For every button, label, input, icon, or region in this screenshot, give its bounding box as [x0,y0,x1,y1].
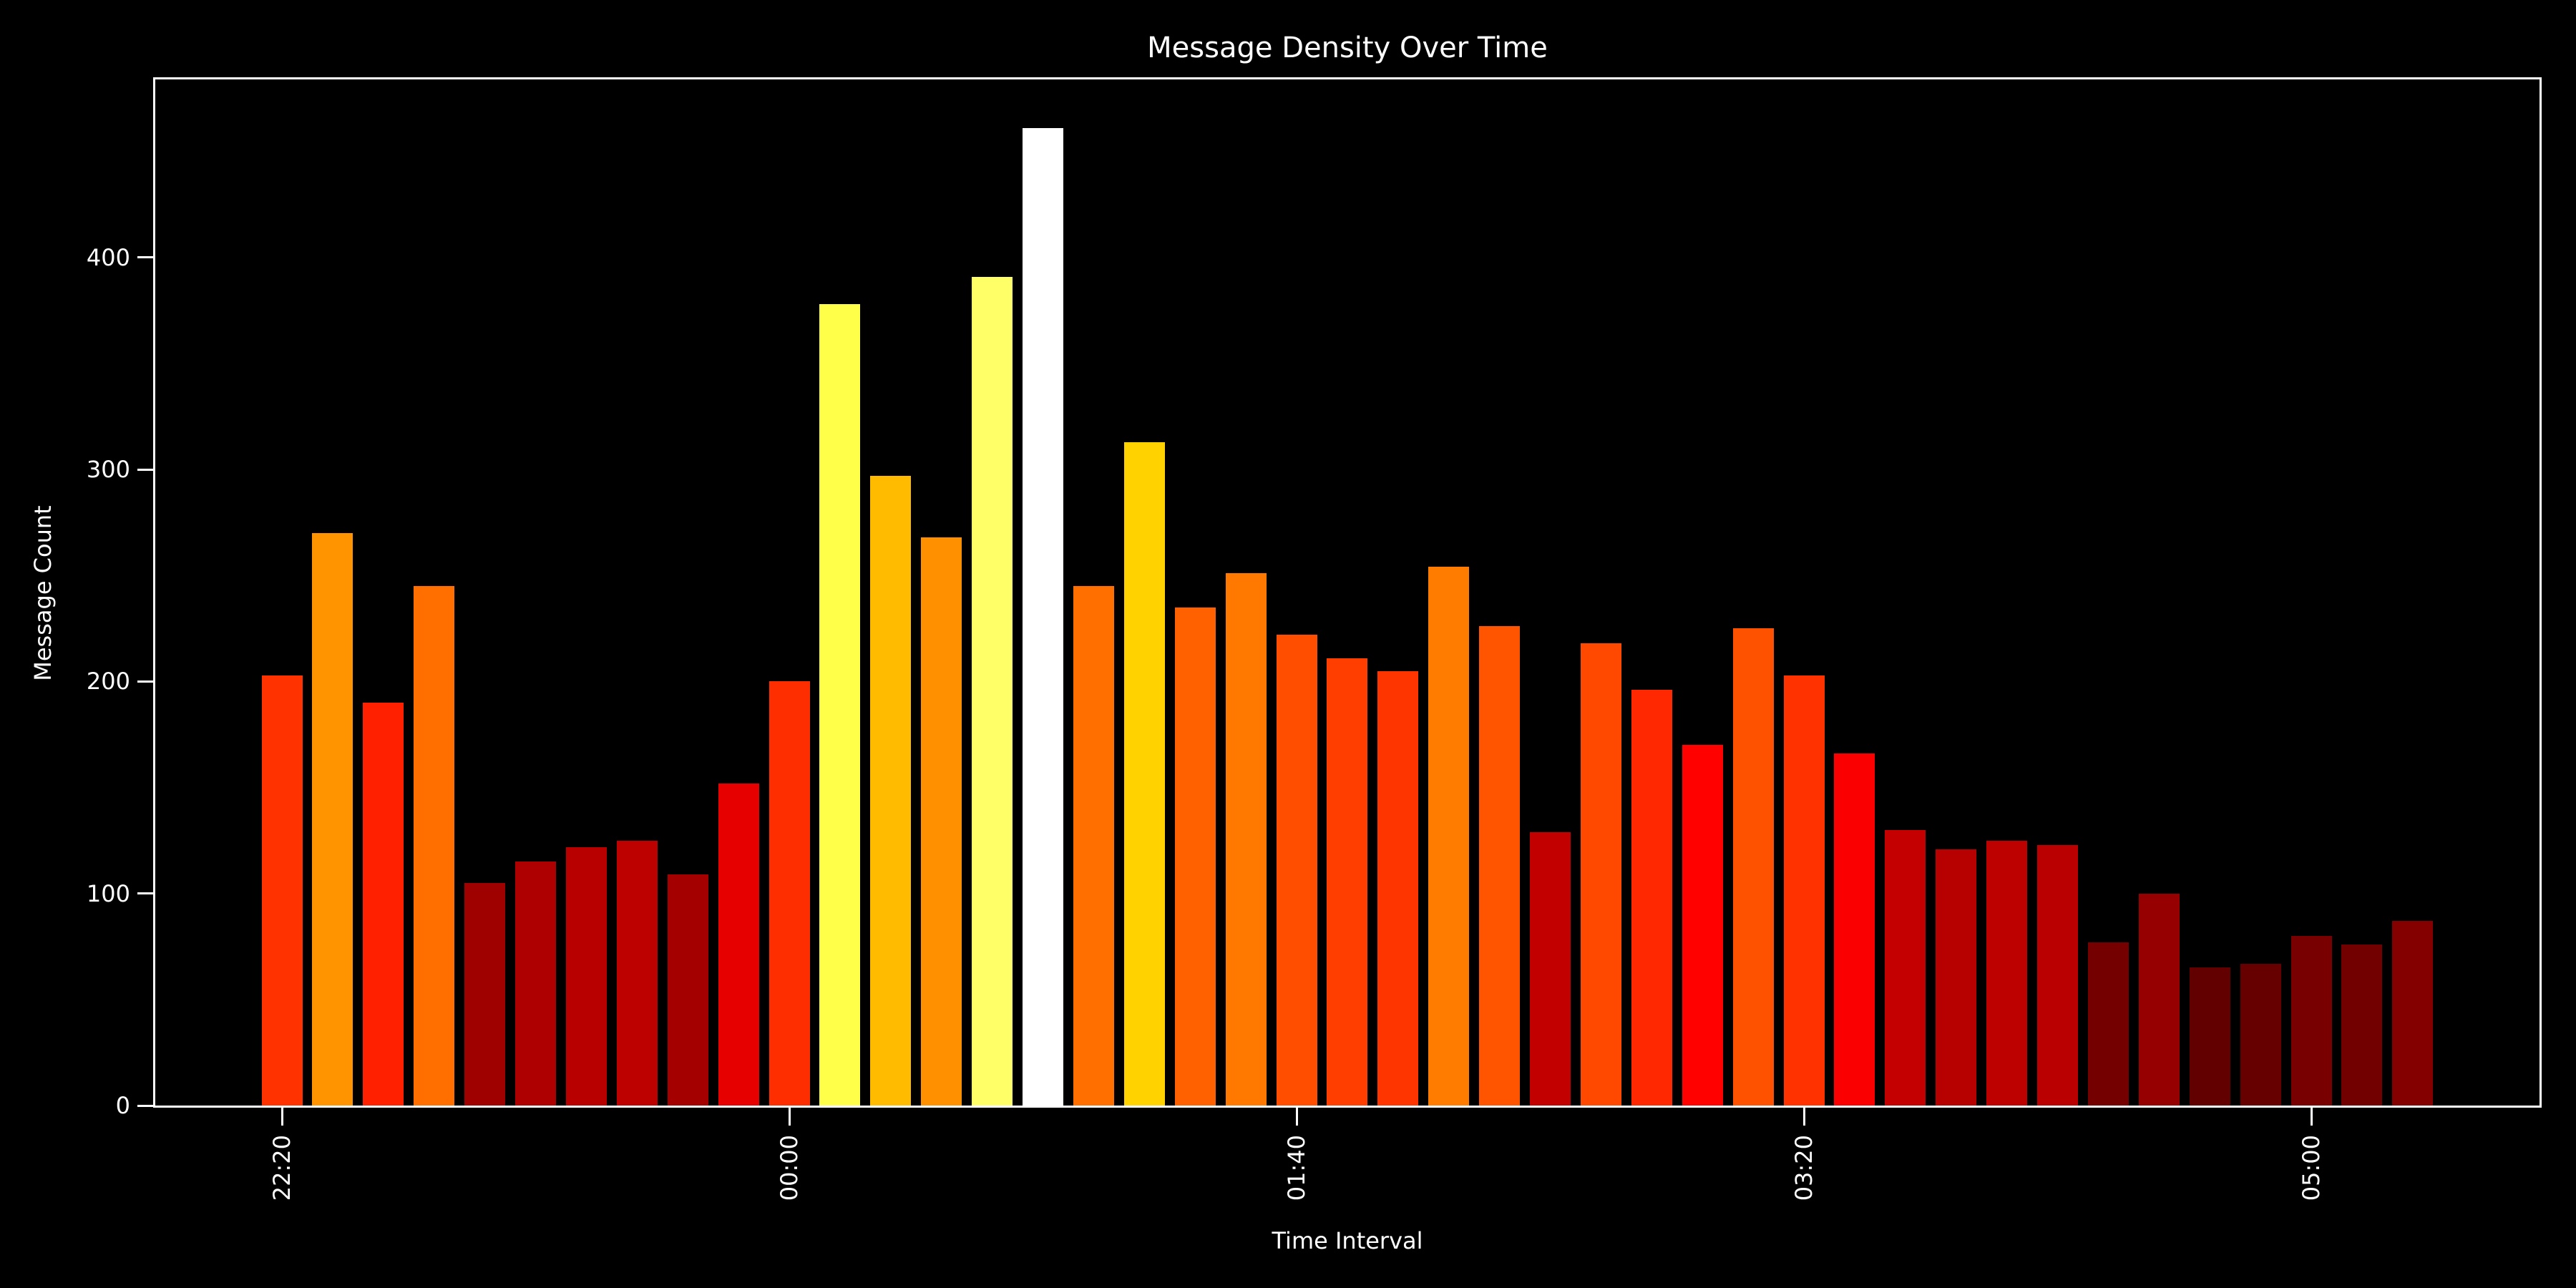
bar-01:10 [1123,441,1165,1106]
x-tick-label: 00:00 [776,1135,803,1201]
y-tick-label: 400 [86,243,130,271]
x-tick-label: 05:00 [2298,1135,2325,1201]
bar-01:20 [1174,607,1216,1106]
bar-04:20 [2087,942,2129,1106]
bar-03:10 [1732,628,1774,1106]
bar-03:20 [1783,675,1825,1106]
bar-04:00 [1986,840,2028,1106]
bar-02:10 [1428,567,1470,1106]
x-tick-label: 22:20 [268,1135,296,1201]
bar-03:50 [1936,849,1977,1106]
x-tick-mark [788,1108,791,1126]
bar-04:50 [2240,963,2281,1106]
y-tick-mark [137,680,153,683]
bar-22:30 [312,533,353,1106]
bar-23:30 [616,840,658,1106]
bar-01:40 [1276,635,1317,1106]
plot-area [153,77,2542,1108]
x-tick-mark [2310,1108,2313,1126]
bar-04:30 [2138,893,2180,1106]
bar-02:50 [1631,690,1672,1106]
y-tick-mark [137,256,153,259]
bar-02:00 [1377,670,1419,1106]
x-axis-label: Time Interval [1272,1227,1423,1254]
bar-03:40 [1885,829,1926,1106]
bar-05:10 [2341,944,2383,1106]
y-tick-label: 200 [86,668,130,696]
bar-22:20 [261,675,303,1106]
bar-23:00 [464,882,506,1106]
bar-00:30 [921,537,962,1106]
x-tick-mark [280,1108,283,1126]
bar-02:20 [1479,626,1521,1106]
bar-00:20 [870,476,912,1106]
bar-22:40 [363,703,404,1106]
bar-01:50 [1327,658,1368,1106]
bar-03:00 [1682,745,1723,1106]
bar-05:20 [2392,921,2434,1106]
bar-00:50 [1023,128,1063,1106]
y-tick-label: 0 [115,1092,130,1119]
x-tick-mark [1802,1108,1805,1126]
y-tick-mark [137,892,153,895]
x-tick-label: 03:20 [1790,1135,1818,1201]
y-tick-label: 100 [86,879,130,907]
bar-04:10 [2037,844,2078,1106]
bar-03:30 [1834,753,1875,1106]
x-tick-label: 01:40 [1283,1135,1310,1201]
y-tick-mark [137,468,153,471]
y-tick-label: 300 [86,456,130,484]
bar-23:40 [667,874,708,1106]
bar-01:30 [1225,573,1267,1106]
bar-23:10 [515,862,556,1106]
bar-02:40 [1580,643,1621,1106]
chart-title: Message Density Over Time [1147,31,1548,64]
bar-00:00 [769,681,810,1106]
bar-23:50 [718,783,759,1106]
bar-04:40 [2189,967,2230,1106]
bar-23:20 [565,847,607,1106]
bar-00:10 [819,304,861,1106]
bar-02:30 [1530,831,1571,1106]
bar-01:00 [1073,586,1114,1106]
x-tick-mark [1295,1108,1298,1126]
bar-05:00 [2290,935,2332,1106]
bar-22:50 [414,586,455,1106]
bar-00:40 [972,276,1013,1106]
y-tick-mark [137,1104,153,1107]
